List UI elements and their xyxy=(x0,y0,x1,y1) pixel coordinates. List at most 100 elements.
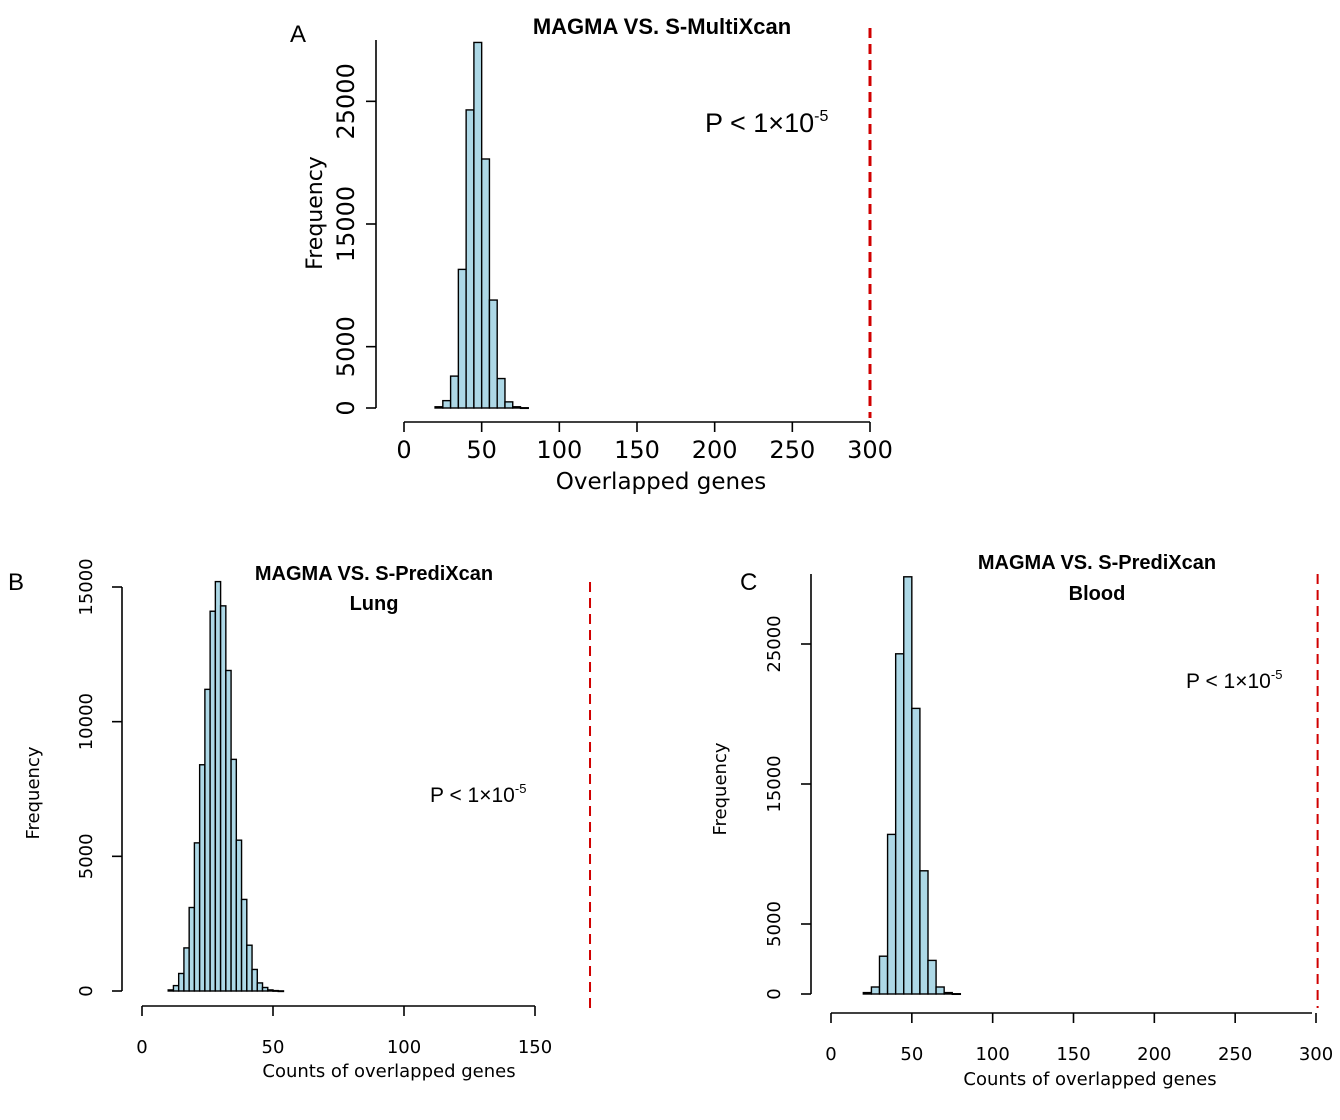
panel-b-bar xyxy=(172,984,180,992)
panel-a-letter: A xyxy=(290,21,306,48)
panel-b-title: MAGMA VS. S-PrediXcan xyxy=(255,563,493,585)
panel-a-histogram: A MAGMA VS. S-MultiXcan Frequency Overla… xyxy=(290,14,893,495)
panel-b-bar xyxy=(209,610,217,992)
panel-b-x-tick-label: 50 xyxy=(262,1037,285,1058)
panel-a-x-tick-label: 250 xyxy=(769,436,815,464)
panel-a-pvalue-annotation: P < 1×10-5 xyxy=(705,108,828,138)
panel-b-bar xyxy=(193,842,201,992)
panel-c-xlabel: Counts of overlapped genes xyxy=(963,1069,1216,1090)
panel-a-pvalue-text: P < 1×10 xyxy=(705,108,814,138)
panel-b-y-tick-label: 15000 xyxy=(76,558,97,615)
panel-c-bar xyxy=(927,959,937,995)
panel-b-bar xyxy=(219,605,227,992)
panel-a-y-tick-label: 5000 xyxy=(332,316,360,377)
panel-a-y-tick-label: 15000 xyxy=(332,186,360,262)
panel-c-ylabel: Frequency xyxy=(710,742,731,835)
panel-b-y-tick-label: 0 xyxy=(76,985,97,996)
panel-a-x-tick-label: 300 xyxy=(847,436,893,464)
panel-b-subtitle: Lung xyxy=(350,593,399,615)
panel-a-axes: 0 50 100 150 200 250 300 0 5000 15000 25000 xyxy=(332,40,893,464)
panel-c-y-tick-label: 0 xyxy=(764,988,785,999)
panel-b-letter: B xyxy=(8,569,24,596)
panel-c-bar xyxy=(886,833,897,995)
panel-c-x-tick-label: 250 xyxy=(1218,1044,1252,1065)
panel-b-bar xyxy=(235,839,243,992)
panel-c-bar xyxy=(903,576,913,995)
panel-b-bar xyxy=(277,990,285,993)
panel-b-bar xyxy=(183,947,190,992)
panel-c-bar xyxy=(878,955,889,995)
panel-c-bar xyxy=(919,870,929,995)
panel-b-histogram: B MAGMA VS. S-PrediXcan Lung Frequency C… xyxy=(8,558,592,1082)
panel-b-bars xyxy=(167,580,285,993)
panel-a-x-tick-label: 100 xyxy=(536,436,582,464)
panel-c-pvalue-annotation: P < 1×10-5 xyxy=(1186,667,1282,693)
panel-a-x-tick-label: 200 xyxy=(692,436,738,464)
panel-a-y-tick-label: 0 xyxy=(332,400,360,415)
panel-c-x-tick-label: 300 xyxy=(1299,1044,1333,1065)
panel-a-bar xyxy=(442,399,452,409)
panel-c-bar xyxy=(943,991,953,995)
panel-a-bar xyxy=(473,41,483,409)
panel-c-bar xyxy=(935,986,945,995)
panel-a-bars xyxy=(434,41,529,410)
panel-b-pvalue-text: P < 1×10 xyxy=(430,784,515,807)
panel-b-bar xyxy=(246,944,253,992)
panel-a-bar xyxy=(465,109,475,409)
panel-c-x-tick-label: 50 xyxy=(900,1044,923,1065)
panel-c-bar xyxy=(870,986,881,995)
panel-c-bar xyxy=(951,993,962,996)
panel-b-bar xyxy=(240,898,248,992)
panel-b-x-tick-label: 150 xyxy=(518,1037,552,1058)
panel-a-bar xyxy=(519,407,529,410)
panel-a-xlabel: Overlapped genes xyxy=(556,469,767,495)
panel-b-y-tick-label: 10000 xyxy=(76,693,97,750)
panel-c-letter: C xyxy=(740,569,757,596)
panel-b-bar xyxy=(267,989,274,992)
panel-a-y-tick-label: 25000 xyxy=(332,63,360,139)
panel-b-xlabel: Counts of overlapped genes xyxy=(262,1061,515,1082)
panel-b-bar xyxy=(177,972,185,992)
panel-b-x-tick-label: 100 xyxy=(387,1037,421,1058)
panel-a-bar xyxy=(449,375,460,409)
panel-c-title: MAGMA VS. S-PrediXcan xyxy=(978,552,1216,574)
panel-a-bar xyxy=(504,401,514,409)
panel-a-ylabel: Frequency xyxy=(303,156,328,270)
panel-c-pvalue-text: P < 1×10 xyxy=(1186,670,1271,693)
panel-a-bar xyxy=(512,406,522,409)
panel-b-pvalue-annotation: P < 1×10-5 xyxy=(430,781,526,807)
panel-b-axes: 0 50 100 150 0 5000 10000 15000 xyxy=(76,558,552,1058)
panel-c-subtitle: Blood xyxy=(1069,583,1126,605)
panel-c-histogram: C MAGMA VS. S-PrediXcan Blood Frequency … xyxy=(710,552,1333,1090)
panel-a-x-tick-label: 150 xyxy=(614,436,660,464)
panel-a-title: MAGMA VS. S-MultiXcan xyxy=(533,14,791,39)
panel-b-bar xyxy=(251,968,258,992)
panel-c-x-tick-label: 200 xyxy=(1137,1044,1171,1065)
panel-c-bars xyxy=(862,576,962,996)
panel-a-bar xyxy=(496,377,506,409)
panel-c-x-tick-label: 150 xyxy=(1056,1044,1090,1065)
panel-b-bar xyxy=(272,989,279,992)
panel-b-y-tick-label: 5000 xyxy=(76,833,97,879)
panel-a-bar xyxy=(434,406,444,409)
panel-b-bar xyxy=(167,989,175,992)
panel-c-pvalue-exponent: -5 xyxy=(1271,667,1283,682)
panel-b-x-tick-label: 0 xyxy=(136,1037,147,1058)
panel-a-bar xyxy=(457,268,467,409)
panel-a-bar xyxy=(488,299,498,409)
panel-b-pvalue-exponent: -5 xyxy=(515,781,527,796)
panel-c-x-tick-label: 100 xyxy=(975,1044,1009,1065)
panel-b-bar xyxy=(214,580,222,992)
panel-b-bar xyxy=(225,669,232,992)
panel-b-bar xyxy=(188,906,196,992)
panel-b-bar xyxy=(256,982,264,992)
panel-a-x-tick-label: 0 xyxy=(396,436,411,464)
panel-c-x-tick-label: 0 xyxy=(825,1044,836,1065)
panel-a-x-tick-label: 50 xyxy=(466,436,497,464)
panel-a-bar xyxy=(480,158,491,409)
panel-b-bar xyxy=(261,986,269,992)
panel-c-y-tick-label: 15000 xyxy=(764,755,785,812)
panel-c-y-tick-label: 25000 xyxy=(764,615,785,672)
panel-b-bar xyxy=(204,688,211,992)
